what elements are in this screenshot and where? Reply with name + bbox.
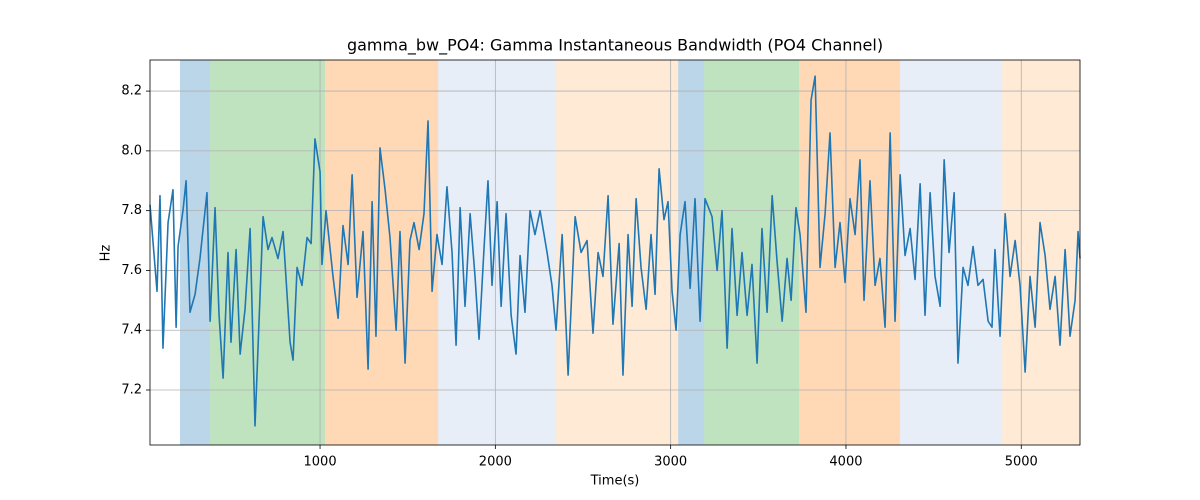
y-axis-label: Hz [99,245,114,262]
x-axis-label: Time(s) [590,474,640,489]
data-line [149,75,1081,427]
shaded-span [900,60,1003,445]
y-tick-label: 7.4 [121,323,142,338]
y-tick-label: 7.2 [121,383,142,398]
shaded-span [438,60,557,445]
shaded-span [179,60,211,445]
shaded-span [799,60,901,445]
chart-title: gamma_bw_PO4: Gamma Instantaneous Bandwi… [347,36,883,56]
shaded-span [704,60,800,445]
y-tick-label: 7.6 [121,263,142,278]
x-tick-label: 1000 [304,455,337,470]
x-tick-label: 4000 [829,455,862,470]
x-tick-label: 3000 [654,455,687,470]
y-tick-label: 8.0 [121,143,142,158]
x-tick-label: 2000 [479,455,512,470]
plot-frame [149,59,1081,446]
shaded-span [678,60,705,445]
x-tick-label: 5000 [1005,455,1038,470]
y-tick-label: 7.8 [121,203,142,218]
y-tick-label: 8.2 [121,84,142,99]
shaded-span [556,60,679,445]
shaded-span [324,60,439,445]
shaded-span [1002,60,1080,445]
